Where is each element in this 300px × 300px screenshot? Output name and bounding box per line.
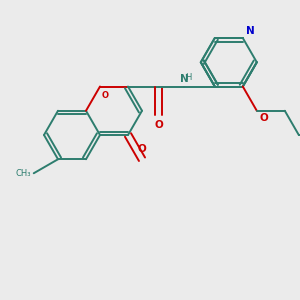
Text: O: O: [138, 144, 146, 154]
Text: N: N: [180, 74, 188, 83]
Text: O: O: [154, 119, 163, 130]
Text: N: N: [246, 26, 255, 36]
Text: H: H: [185, 73, 191, 82]
Text: CH₃: CH₃: [15, 169, 31, 178]
Text: O: O: [260, 113, 268, 123]
Text: O: O: [102, 91, 109, 100]
